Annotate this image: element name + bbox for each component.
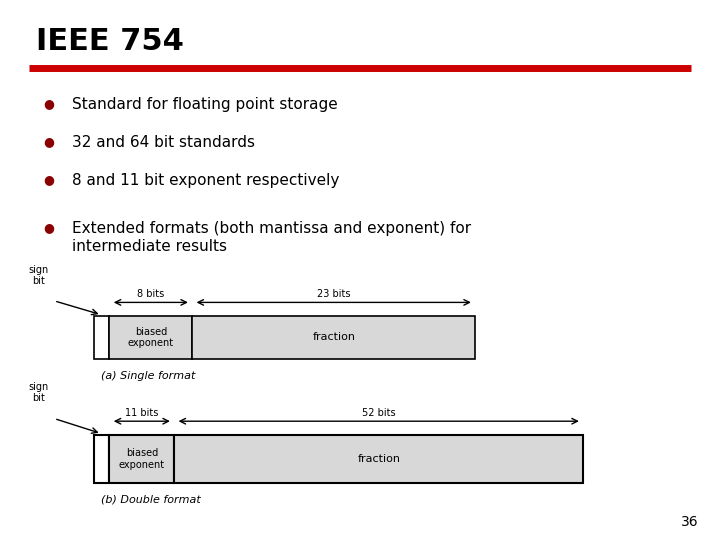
Bar xyxy=(109,316,192,359)
Bar xyxy=(109,435,174,483)
Text: sign
bit: sign bit xyxy=(29,265,49,286)
Text: fraction: fraction xyxy=(312,333,355,342)
Text: 52 bits: 52 bits xyxy=(362,408,395,418)
Text: IEEE 754: IEEE 754 xyxy=(36,27,184,56)
Text: ●: ● xyxy=(43,173,54,186)
Text: 8 bits: 8 bits xyxy=(138,289,164,299)
Text: 23 bits: 23 bits xyxy=(317,289,351,299)
Text: biased
exponent: biased exponent xyxy=(127,327,174,348)
Text: ●: ● xyxy=(43,221,54,234)
Text: ●: ● xyxy=(43,135,54,148)
Text: fraction: fraction xyxy=(357,454,400,464)
Text: Standard for floating point storage: Standard for floating point storage xyxy=(72,97,338,112)
Text: ●: ● xyxy=(43,97,54,110)
Text: sign
bit: sign bit xyxy=(29,382,49,403)
Bar xyxy=(94,316,109,359)
Text: (b) Double format: (b) Double format xyxy=(101,494,201,504)
Text: 36: 36 xyxy=(681,515,698,529)
Bar xyxy=(174,435,583,483)
Bar xyxy=(94,435,109,483)
Text: (a) Single format: (a) Single format xyxy=(101,371,195,381)
Text: 32 and 64 bit standards: 32 and 64 bit standards xyxy=(72,135,255,150)
Text: 11 bits: 11 bits xyxy=(125,408,158,418)
Text: 8 and 11 bit exponent respectively: 8 and 11 bit exponent respectively xyxy=(72,173,339,188)
Bar xyxy=(192,316,475,359)
Text: Extended formats (both mantissa and exponent) for
intermediate results: Extended formats (both mantissa and expo… xyxy=(72,221,471,254)
Text: biased
exponent: biased exponent xyxy=(119,448,165,470)
